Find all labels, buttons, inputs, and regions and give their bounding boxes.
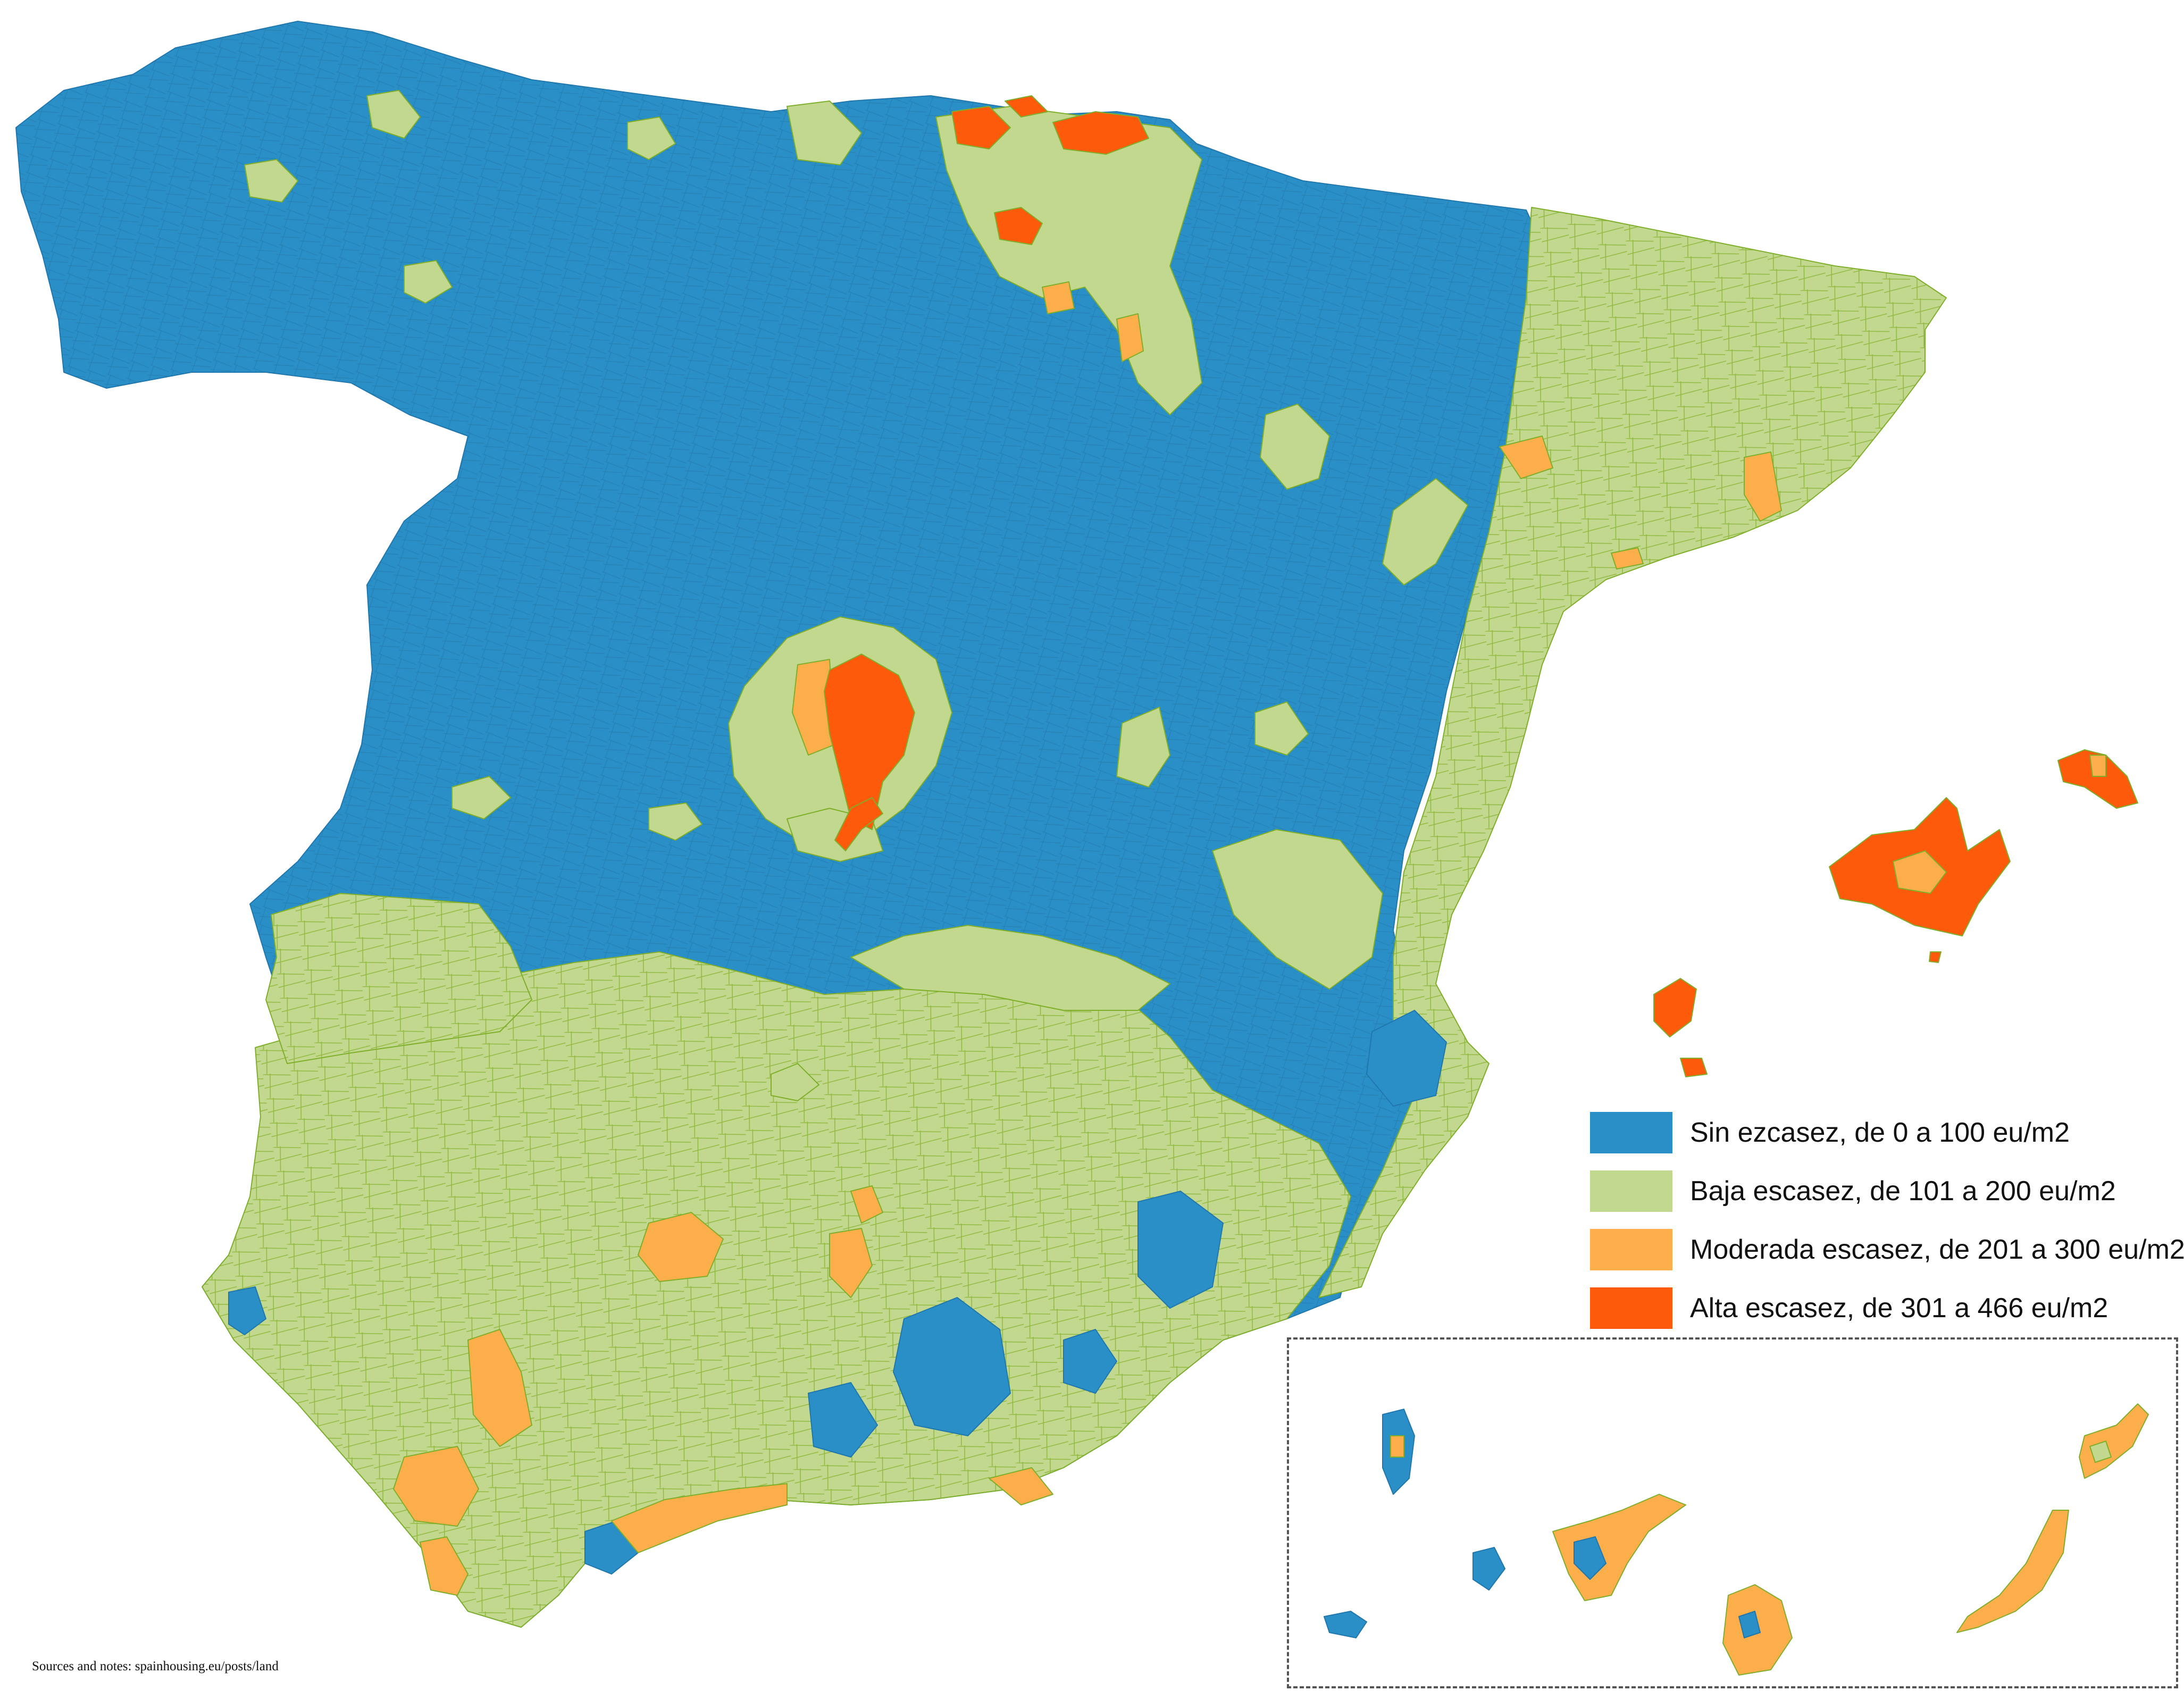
blue-south-5 — [1063, 1329, 1117, 1394]
green-patch-6 — [1260, 404, 1330, 490]
valencia-inland-green — [1212, 829, 1383, 990]
legend-item-baja: Baja escasez, de 101 a 200 eu/m2 — [1590, 1162, 2175, 1220]
green-patch-3 — [404, 260, 453, 304]
la-mancha-green — [850, 925, 1170, 1011]
legend-swatch-moderada — [1590, 1229, 1672, 1270]
blue-south-2 — [893, 1297, 1011, 1436]
legend-label-sin: Sin ezcasez, de 0 a 100 eu/m2 — [1690, 1117, 2070, 1148]
tenerife-blue — [1574, 1536, 1606, 1580]
red-gipuzkoa — [1052, 111, 1149, 155]
legend-swatch-alta — [1590, 1287, 1672, 1329]
orange-catalonia-2 — [1744, 451, 1782, 522]
blue-south-1 — [1137, 1191, 1224, 1309]
orange-granada — [638, 1212, 724, 1282]
orange-catalonia-3 — [1611, 547, 1644, 570]
extremadura-green-municipality-texture — [266, 893, 532, 1064]
green-patch-12 — [771, 1063, 819, 1101]
orange-basque-1 — [1116, 313, 1144, 362]
red-cantabria-coast — [1005, 95, 1048, 118]
legend-swatch-sin — [1590, 1112, 1672, 1153]
orange-huelva-coast — [393, 1446, 479, 1527]
orange-cordoba — [850, 1185, 883, 1224]
blue-south-3 — [808, 1382, 878, 1458]
red-madrid-south — [834, 797, 883, 851]
orange-cadiz — [420, 1536, 468, 1596]
green-patch-1 — [244, 159, 298, 203]
south-band-municipality-texture — [202, 952, 1351, 1627]
el-hierro — [1324, 1611, 1367, 1638]
la-gomera — [1472, 1547, 1505, 1591]
orange-sevilla — [467, 1329, 532, 1447]
gran-canaria-blue — [1738, 1611, 1761, 1638]
legend: Sin ezcasez, de 0 a 100 eu/m2 Baja escas… — [1590, 1103, 2184, 1337]
blue-south-6 — [1366, 1010, 1447, 1107]
green-patch-2 — [366, 90, 421, 139]
green-patch-8 — [1116, 707, 1170, 788]
orange-jaen — [829, 1228, 873, 1298]
source-note: Sources and notes: spainhousing.eu/posts… — [32, 1659, 279, 1673]
legend-swatch-baja — [1590, 1170, 1672, 1212]
mallorca-inner-orange — [1893, 850, 1947, 894]
green-patch-5 — [786, 101, 862, 165]
legend-item-moderada: Moderada escasez, de 201 a 300 eu/m2 — [1590, 1220, 2184, 1279]
green-patch-11 — [648, 802, 702, 841]
cabrera — [1929, 951, 1942, 963]
orange-almeria — [989, 1467, 1053, 1505]
orange-catalonia-1 — [1499, 436, 1553, 479]
legend-label-baja: Baja escasez, de 101 a 200 eu/m2 — [1690, 1176, 2116, 1207]
fuerteventura — [1956, 1510, 2069, 1633]
legend-label-alta: Alta escasez, de 301 a 466 eu/m2 — [1690, 1293, 2108, 1324]
red-vitoria — [994, 207, 1043, 245]
green-patch-4 — [627, 116, 676, 160]
red-vizcaya — [951, 106, 1011, 149]
blue-south-7 — [228, 1286, 266, 1335]
legend-label-moderada: Moderada escasez, de 201 a 300 eu/m2 — [1690, 1234, 2184, 1265]
menorca-orange — [2089, 755, 2106, 777]
menorca — [2057, 749, 2138, 809]
orange-malaga-coast — [611, 1483, 788, 1553]
orange-madrid-west — [792, 659, 835, 756]
green-patch-7 — [1382, 478, 1468, 585]
green-patch-10 — [451, 776, 511, 819]
legend-item-sin: Sin ezcasez, de 0 a 100 eu/m2 — [1590, 1103, 2175, 1162]
orange-basque-2 — [1042, 281, 1075, 314]
ibiza — [1653, 978, 1697, 1037]
lanzarote-green — [2089, 1441, 2112, 1463]
east-band-municipality-texture — [1319, 207, 1946, 1298]
canary-islands-inset-frame — [1287, 1337, 2178, 1688]
green-patch-9 — [1254, 701, 1309, 756]
legend-item-alta: Alta escasez, de 301 a 466 eu/m2 — [1590, 1279, 2175, 1337]
formentera — [1680, 1058, 1708, 1077]
la-palma-orange — [1390, 1435, 1404, 1458]
